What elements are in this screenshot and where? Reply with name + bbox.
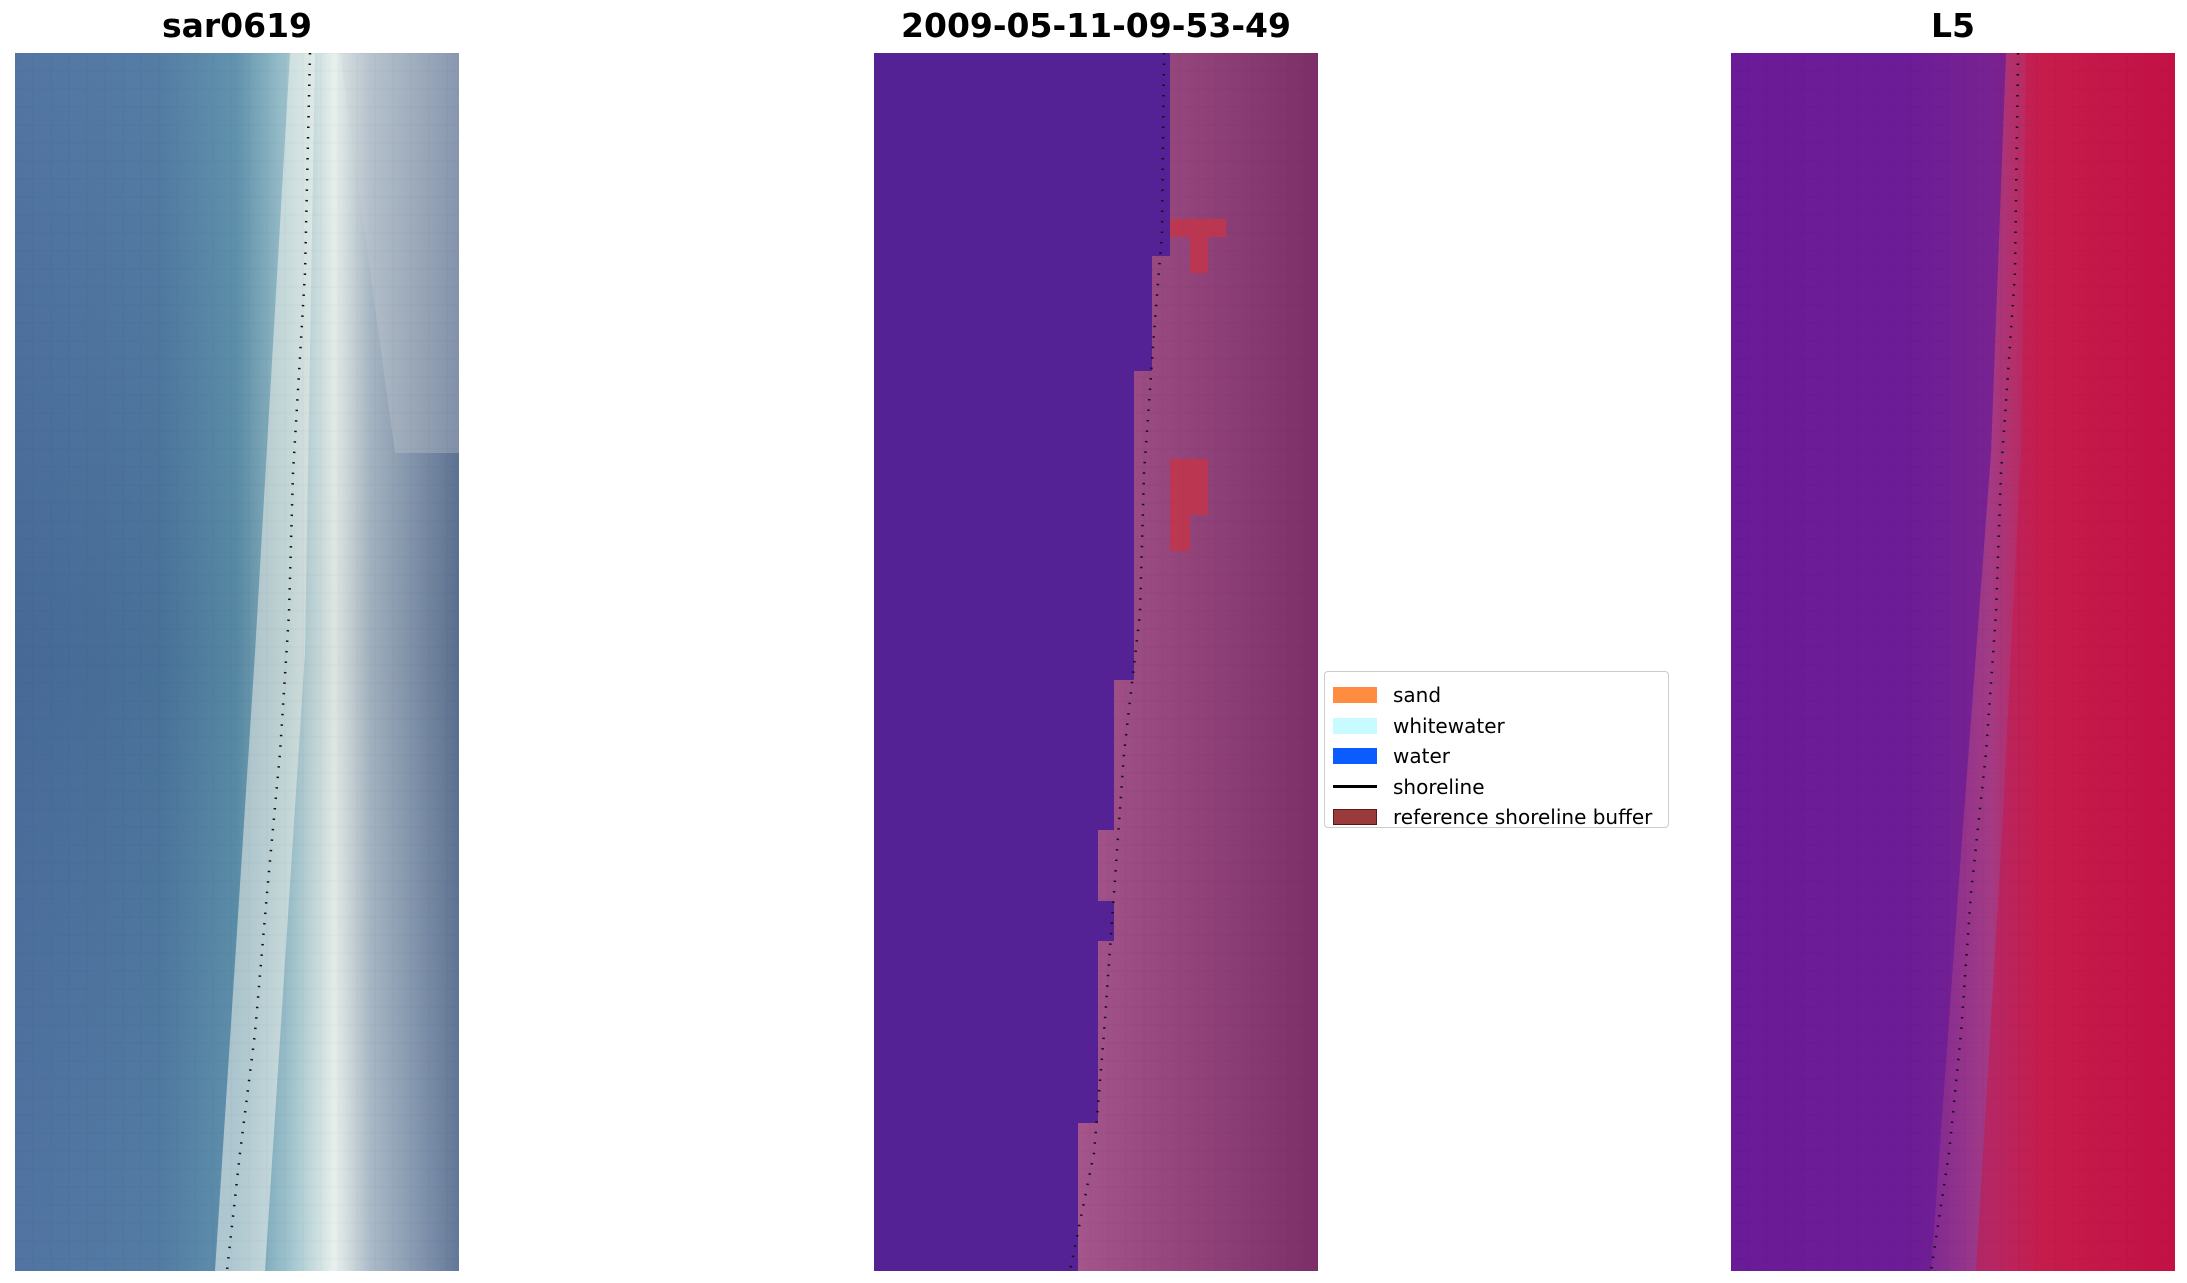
legend-item-reference-buffer: reference shoreline buffer (1333, 802, 1668, 833)
panel-title-rgb: sar0619 (161, 6, 313, 45)
panel-title-satellite: L5 (1931, 6, 1975, 45)
legend-item-water: water (1333, 741, 1668, 772)
water-class-region (874, 53, 1170, 1271)
legend-label: reference shoreline buffer (1393, 805, 1653, 830)
reference-buffer-block-1 (1170, 219, 1226, 273)
legend-item-shoreline: shoreline (1333, 772, 1668, 803)
shoreline-dots (1068, 53, 1166, 1271)
whitewater-swatch-icon (1333, 717, 1377, 734)
legend-label: shoreline (1393, 774, 1485, 799)
legend-label: whitewater (1393, 713, 1505, 738)
reference-buffer-block-2 (1170, 459, 1208, 551)
sand-swatch-icon (1333, 687, 1377, 704)
mndwi-image (1731, 53, 2175, 1271)
reference-buffer-swatch-icon (1333, 809, 1377, 826)
panel-title-date: 2009-05-11-09-53-49 (901, 6, 1291, 45)
shoreline-line-icon (1333, 785, 1377, 789)
legend: sand whitewater water shoreline referenc… (1324, 671, 1669, 829)
legend-label: sand (1393, 683, 1442, 708)
classified-image (874, 53, 1318, 1271)
legend-item-sand: sand (1333, 680, 1668, 711)
legend-item-whitewater: whitewater (1333, 711, 1668, 742)
legend-label: water (1393, 744, 1450, 769)
rgb-satellite-image (15, 53, 459, 1271)
water-swatch-icon (1333, 748, 1377, 765)
